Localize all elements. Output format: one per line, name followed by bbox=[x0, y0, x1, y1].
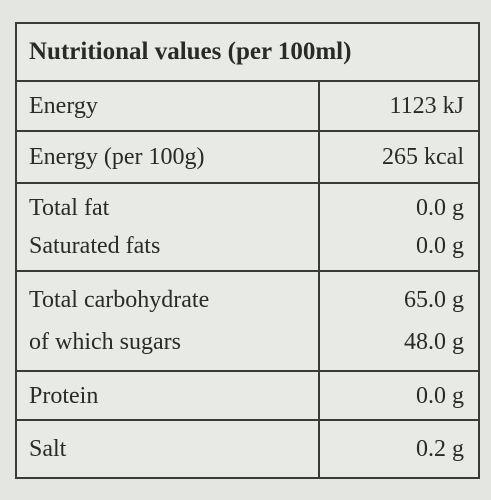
row-group: Energy 1123 kJ bbox=[17, 82, 478, 132]
nutrient-label: Salt bbox=[29, 436, 67, 462]
label-column: Total carbohydrate of which sugars bbox=[17, 272, 320, 370]
row-group: Protein 0.0 g bbox=[17, 372, 478, 421]
value-column: 0.2 g bbox=[320, 421, 478, 477]
label-column: Salt bbox=[17, 421, 320, 477]
label-column: Energy bbox=[17, 82, 320, 130]
nutrient-value: 1123 kJ bbox=[389, 93, 464, 119]
row-group: Salt 0.2 g bbox=[17, 421, 478, 477]
nutrient-label: of which sugars bbox=[29, 328, 181, 355]
nutrient-label: Saturated fats bbox=[29, 232, 161, 259]
label-column: Total fat Saturated fats bbox=[17, 184, 320, 270]
row-group: Total carbohydrate of which sugars 65.0 g 4… bbox=[17, 272, 478, 372]
table-title: Nutritional values (per 100ml) bbox=[17, 24, 478, 82]
nutrient-value: 0.0 g bbox=[416, 232, 464, 259]
nutrient-value: 265 kcal bbox=[382, 144, 464, 170]
nutrient-label: Energy (per 100g) bbox=[29, 144, 205, 170]
nutrient-value: 0.0 g bbox=[416, 382, 464, 409]
nutrient-label: Total fat bbox=[29, 195, 110, 222]
label-column: Protein bbox=[17, 372, 320, 419]
row-group: Total fat Saturated fats 0.0 g 0.0 g bbox=[17, 184, 478, 272]
value-column: 265 kcal bbox=[320, 132, 478, 182]
value-column: 0.0 g 0.0 g bbox=[320, 184, 478, 270]
label-column: Energy (per 100g) bbox=[17, 132, 320, 182]
value-column: 1123 kJ bbox=[320, 82, 478, 130]
row-group: Energy (per 100g) 265 kcal bbox=[17, 132, 478, 184]
nutrient-label: Energy bbox=[29, 93, 98, 119]
nutrient-value: 65.0 g bbox=[404, 287, 464, 314]
value-column: 0.0 g bbox=[320, 372, 478, 419]
nutrition-table: Nutritional values (per 100ml) Energy 112… bbox=[15, 22, 480, 479]
nutrient-label: Protein bbox=[29, 382, 99, 409]
nutrient-label: Total carbohydrate bbox=[29, 287, 210, 314]
nutrient-value: 48.0 g bbox=[404, 328, 464, 355]
nutrient-value: 0.0 g bbox=[416, 195, 464, 222]
nutrient-value: 0.2 g bbox=[416, 436, 464, 462]
value-column: 65.0 g 48.0 g bbox=[320, 272, 478, 370]
